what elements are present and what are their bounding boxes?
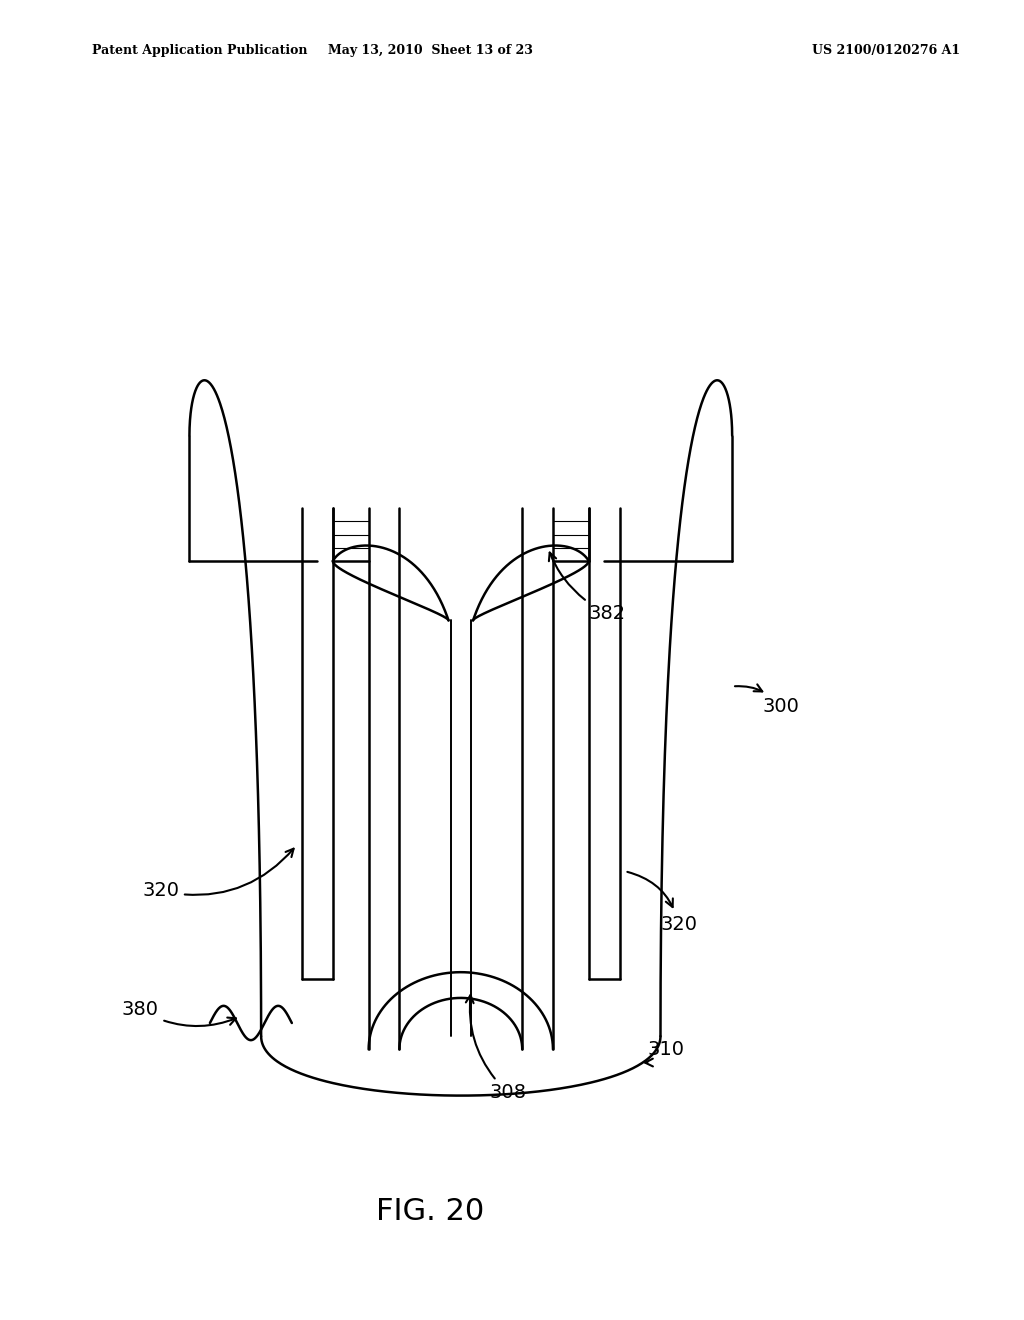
Text: 300: 300 [735,684,800,715]
Text: 382: 382 [549,553,626,623]
Text: FIG. 20: FIG. 20 [376,1197,484,1226]
Text: US 2100/0120276 A1: US 2100/0120276 A1 [812,44,959,57]
Text: Patent Application Publication: Patent Application Publication [92,44,307,57]
Text: 380: 380 [122,1001,236,1026]
Text: 320: 320 [628,873,697,933]
Text: May 13, 2010  Sheet 13 of 23: May 13, 2010 Sheet 13 of 23 [328,44,532,57]
Text: 308: 308 [466,995,526,1102]
Text: 310: 310 [645,1040,684,1067]
Text: 320: 320 [142,849,294,900]
